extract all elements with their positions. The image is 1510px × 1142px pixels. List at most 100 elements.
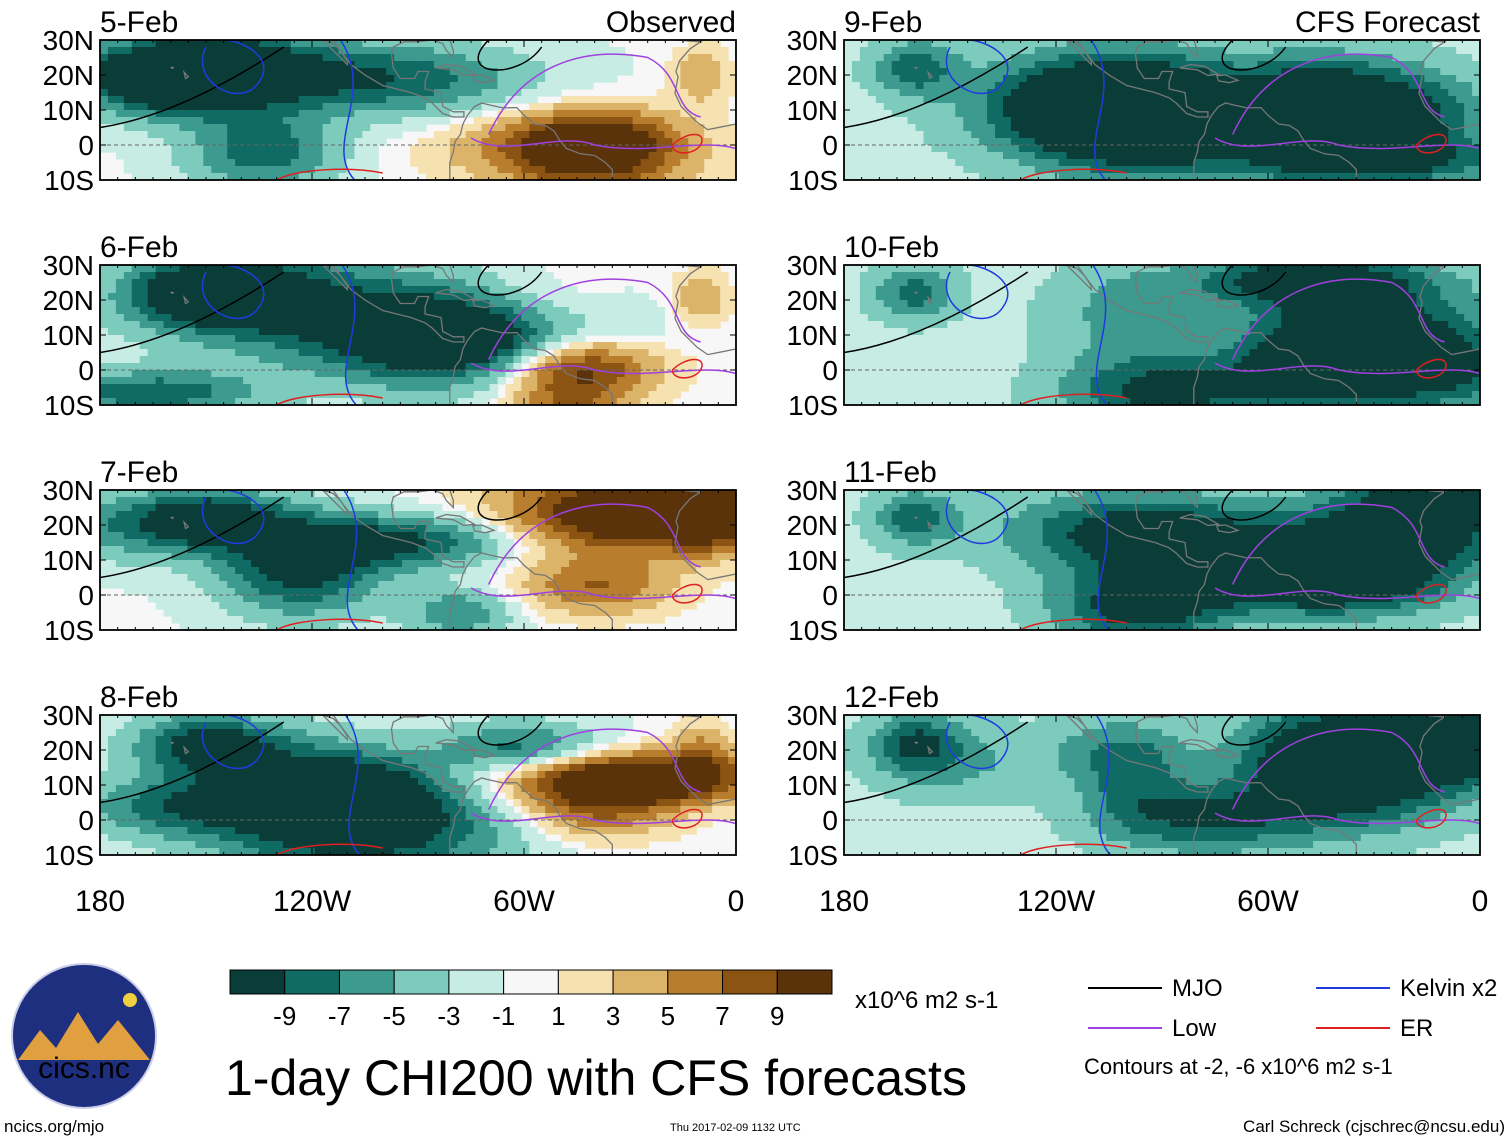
field-cell: [569, 166, 578, 174]
field-cell: [219, 68, 228, 76]
field-cell: [147, 279, 157, 287]
field-cell: [394, 616, 403, 624]
field-cell: [378, 490, 387, 498]
field-cell: [163, 553, 173, 561]
field-cell: [513, 602, 522, 610]
field-cell: [577, 166, 586, 174]
field-cell: [624, 511, 634, 519]
field-cell: [187, 384, 196, 392]
field-cell: [362, 131, 371, 139]
field-cell: [227, 265, 236, 273]
field-cell: [131, 729, 141, 737]
field-cell: [584, 328, 594, 336]
field-cell: [720, 131, 729, 139]
field-cell: [362, 300, 371, 308]
field-cell: [489, 497, 499, 505]
field-cell: [131, 349, 141, 357]
field-cell: [457, 539, 467, 547]
field-cell: [425, 729, 435, 737]
field-cell: [306, 539, 316, 547]
field-cell: [243, 553, 252, 561]
field-cell: [600, 61, 610, 69]
field-cell: [529, 321, 538, 329]
field-cell: [616, 166, 626, 174]
field-cell: [656, 588, 666, 596]
field-cell: [584, 110, 594, 118]
field-cell: [211, 588, 220, 596]
field-cell: [195, 335, 204, 343]
field-cell: [378, 581, 387, 589]
field-cell: [441, 307, 451, 315]
field-cell: [298, 715, 308, 723]
field-cell: [155, 342, 165, 350]
field-cell: [553, 117, 562, 125]
field-cell: [664, 553, 673, 561]
field-cell: [696, 54, 705, 62]
field-cell: [378, 497, 387, 505]
field-cell: [410, 497, 419, 505]
field-cell: [640, 363, 650, 371]
field-cell: [147, 145, 157, 153]
field-cell: [553, 553, 562, 561]
field-cell: [306, 124, 316, 132]
field-cell: [656, 173, 666, 180]
field-cell: [529, 286, 538, 294]
field-cell: [362, 138, 371, 146]
field-cell: [227, 616, 236, 624]
field-cell: [211, 110, 220, 118]
field-cell: [497, 328, 507, 336]
field-cell: [330, 82, 340, 90]
field-cell: [497, 729, 507, 737]
field-cell: [386, 736, 395, 744]
field-cell: [330, 61, 340, 69]
field-cell: [147, 159, 157, 167]
field-cell: [497, 61, 507, 69]
field-cell: [147, 335, 157, 343]
field-cell: [521, 54, 530, 62]
field-cell: [608, 342, 618, 350]
coastline: [471, 524, 496, 534]
field-cell: [155, 117, 165, 125]
field-cell: [497, 159, 507, 167]
field-cell: [123, 328, 133, 336]
field-cell: [529, 293, 538, 301]
field-cell: [441, 265, 451, 273]
field-cell: [600, 145, 610, 153]
field-cell: [648, 511, 658, 519]
field-cell: [569, 504, 578, 512]
field-cell: [433, 588, 443, 596]
field-cell: [282, 293, 292, 301]
field-cell: [545, 286, 554, 294]
field-cell: [497, 609, 507, 617]
field-cell: [712, 511, 721, 519]
field-cell: [235, 581, 244, 589]
field-cell: [394, 532, 403, 540]
field-cell: [211, 61, 220, 69]
field-cell: [545, 335, 554, 343]
field-cell: [100, 525, 109, 533]
field-cell: [322, 602, 332, 610]
field-cell: [227, 356, 236, 364]
field-cell: [561, 497, 570, 505]
field-cell: [648, 124, 658, 132]
field-cell: [545, 581, 554, 589]
field-cell: [529, 124, 538, 132]
field-cell: [354, 722, 363, 730]
field-cell: [473, 159, 483, 167]
field-cell: [378, 124, 387, 132]
field-cell: [680, 300, 689, 308]
field-cell: [314, 349, 324, 357]
field-cell: [147, 342, 157, 350]
field-cell: [155, 370, 165, 378]
field-cell: [274, 729, 284, 737]
field-cell: [640, 349, 650, 357]
field-cell: [497, 145, 507, 153]
field-cell: [298, 602, 308, 610]
field-cell: [584, 166, 594, 174]
field-cell: [489, 342, 499, 350]
field-cell: [720, 54, 729, 62]
field-cell: [394, 272, 403, 280]
field-cell: [163, 490, 173, 498]
field-cell: [704, 166, 713, 174]
field-cell: [306, 166, 316, 174]
